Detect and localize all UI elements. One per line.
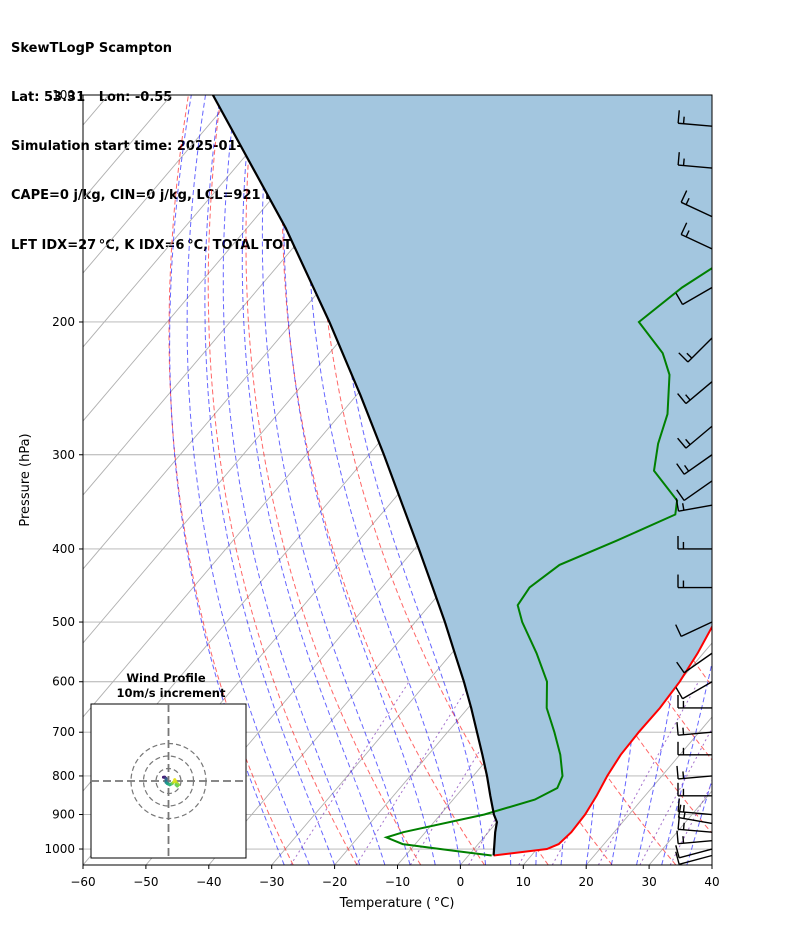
wind-barb xyxy=(677,741,712,756)
wind-barb xyxy=(675,621,713,638)
wind-barb xyxy=(675,851,713,865)
y-tick-label: 900 xyxy=(52,808,75,822)
y-tick-label: 600 xyxy=(52,675,75,689)
hodograph-title: Wind Profile xyxy=(126,671,206,685)
mixing-ratio-line xyxy=(669,782,712,865)
wind-barb xyxy=(676,480,713,502)
x-tick-label: −50 xyxy=(133,875,158,889)
dry-adiabat-line xyxy=(168,95,294,865)
wind-barb xyxy=(676,722,713,736)
wind-barb xyxy=(678,337,713,363)
dry-adiabat-line xyxy=(480,95,712,688)
x-tick-label: −60 xyxy=(70,875,95,889)
dry-adiabat-line xyxy=(708,95,712,106)
x-tick-label: −30 xyxy=(259,875,284,889)
moist-adiabat-line xyxy=(186,95,310,865)
y-tick-label: 100 xyxy=(52,88,75,102)
x-tick-label: 30 xyxy=(641,875,656,889)
wind-barb xyxy=(677,152,713,169)
moist-adiabat-line xyxy=(711,863,712,865)
isotherm-line xyxy=(83,95,361,422)
y-tick-label: 400 xyxy=(52,542,75,556)
y-tick-label: 1000 xyxy=(44,842,75,856)
hodograph-subtitle: 10m/s increment xyxy=(117,686,226,700)
wind-barb xyxy=(675,498,713,512)
wind-barb xyxy=(677,381,713,405)
isotherm-line xyxy=(585,716,712,865)
parcel-path-line xyxy=(211,95,499,856)
wind-barb xyxy=(675,845,713,859)
x-tick-label: −10 xyxy=(385,875,410,889)
location-line: Lat: 53.31 Lon: -0.55 xyxy=(11,90,173,106)
y-tick-label: 200 xyxy=(52,315,75,329)
isotherm-line xyxy=(775,95,794,865)
wind-barb xyxy=(677,798,713,816)
wind-barb xyxy=(677,110,713,127)
wind-barb xyxy=(675,286,713,306)
isotherm-line xyxy=(83,95,235,274)
x-axis-label: Temperature ( °C) xyxy=(339,896,455,911)
temperature-profile-line xyxy=(493,624,712,857)
y-tick-label: 700 xyxy=(52,725,75,739)
wind-barb xyxy=(676,765,713,780)
dewpoint-profile-line xyxy=(383,267,712,857)
moist-adiabat-line xyxy=(222,95,361,865)
wind-barb xyxy=(677,782,712,797)
x-tick-label: −20 xyxy=(322,875,347,889)
wind-barb xyxy=(680,190,713,218)
x-tick-label: 0 xyxy=(457,875,465,889)
wind-barb xyxy=(675,681,713,700)
hodograph-segment xyxy=(174,783,179,788)
mixing-ratio-line xyxy=(355,681,472,865)
dry-adiabat-line xyxy=(281,95,485,865)
wind-barb xyxy=(676,830,713,845)
wind-barb xyxy=(677,535,712,550)
isotherm-line xyxy=(83,95,298,348)
y-axis-label: Pressure (hPa) xyxy=(18,433,33,526)
moist-adiabat-line xyxy=(661,95,712,865)
wind-barb xyxy=(677,816,713,833)
dry-adiabat-line xyxy=(207,95,358,865)
wind-barb xyxy=(676,652,713,674)
moist-adiabat-line xyxy=(169,95,285,865)
chart-title: SkewTLogP Scampton xyxy=(11,40,173,56)
dry-adiabat-line xyxy=(775,95,794,865)
wind-barb xyxy=(677,574,712,589)
x-tick-label: 20 xyxy=(579,875,594,889)
isotherm-line xyxy=(711,864,712,865)
moist-adiabat-line xyxy=(241,95,386,865)
moist-adiabat-line xyxy=(204,95,336,865)
y-tick-label: 500 xyxy=(52,615,75,629)
cin-shaded-area xyxy=(212,95,712,856)
wind-barb xyxy=(677,425,713,449)
x-tick-label: 10 xyxy=(516,875,531,889)
y-tick-label: 300 xyxy=(52,448,75,462)
y-tick-label: 800 xyxy=(52,769,75,783)
moist-adiabat-line xyxy=(261,95,411,865)
wind-barb xyxy=(676,454,713,475)
moist-adiabat-line xyxy=(331,95,487,865)
x-tick-label: 40 xyxy=(704,875,719,889)
x-tick-label: −40 xyxy=(196,875,221,889)
wind-barb xyxy=(677,694,712,709)
wind-barb xyxy=(680,222,713,250)
dry-adiabat-line xyxy=(245,95,422,865)
dry-adiabat-line xyxy=(742,95,794,865)
